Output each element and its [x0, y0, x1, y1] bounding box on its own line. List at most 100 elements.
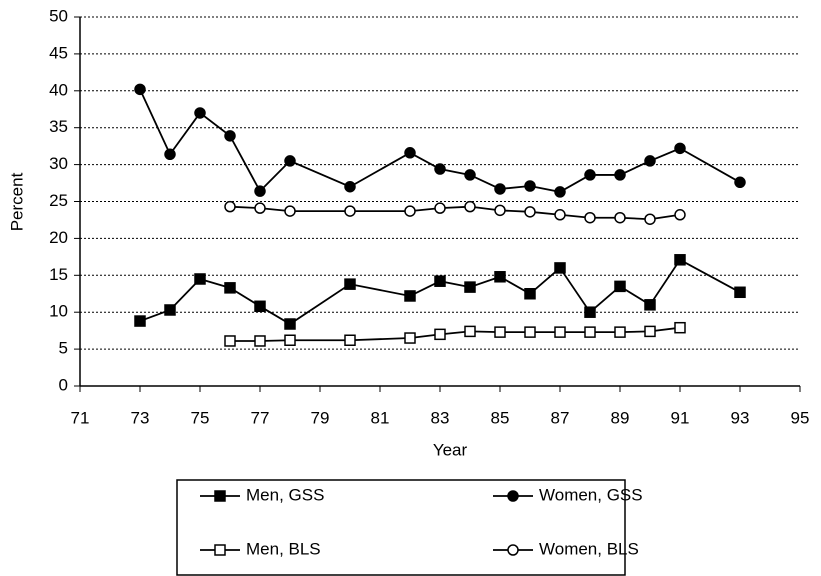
x-tick-label: 79	[311, 408, 330, 427]
data-point	[524, 206, 536, 218]
data-point	[494, 326, 506, 338]
data-point	[254, 300, 266, 313]
legend-label: Women, GSS	[539, 485, 643, 504]
data-point	[464, 169, 476, 181]
data-point	[434, 163, 446, 175]
y-tick-label: 35	[49, 117, 68, 136]
data-point	[584, 326, 596, 338]
x-tick-label: 81	[371, 408, 390, 427]
x-tick-label: 83	[431, 408, 450, 427]
data-point	[194, 107, 206, 119]
data-point	[614, 169, 626, 181]
data-point	[344, 205, 356, 217]
x-tick-label: 87	[551, 408, 570, 427]
x-tick-label: 95	[791, 408, 810, 427]
legend-marker	[214, 490, 226, 502]
data-point	[224, 335, 236, 347]
data-point	[254, 335, 266, 347]
data-point	[284, 205, 296, 217]
data-point	[434, 328, 446, 341]
data-point	[644, 325, 656, 338]
x-tick-label: 91	[671, 408, 690, 427]
data-point	[734, 176, 746, 189]
data-point	[464, 281, 476, 293]
data-point	[614, 280, 626, 293]
series-line	[230, 326, 681, 342]
data-point	[464, 325, 476, 338]
data-point	[284, 334, 296, 346]
data-point	[494, 183, 506, 195]
data-point	[344, 180, 356, 193]
y-tick-label: 50	[49, 6, 68, 25]
legend-label: Men, BLS	[246, 539, 321, 558]
y-axis-label: Percent	[7, 172, 26, 231]
x-tick-label: 93	[731, 408, 750, 427]
data-point	[524, 180, 536, 192]
data-point	[404, 205, 416, 217]
x-tick-label: 75	[191, 408, 210, 427]
data-point	[734, 286, 746, 299]
legend-marker	[214, 544, 226, 556]
data-point	[404, 290, 416, 302]
data-point	[164, 304, 176, 316]
data-point	[674, 209, 686, 221]
y-tick-label: 40	[49, 80, 68, 99]
y-tick-label: 10	[49, 302, 68, 321]
data-point	[404, 147, 416, 159]
y-tick-label: 15	[49, 265, 68, 284]
data-point	[164, 148, 176, 161]
data-point	[494, 204, 506, 217]
data-point	[674, 254, 686, 266]
y-tick-label: 45	[49, 43, 68, 62]
x-tick-label: 77	[251, 408, 270, 427]
data-point	[134, 83, 146, 96]
data-point	[554, 209, 566, 221]
data-point	[224, 282, 236, 294]
data-point	[674, 142, 686, 155]
data-point	[284, 155, 296, 167]
data-point	[524, 326, 536, 338]
y-tick-label: 30	[49, 154, 68, 173]
x-tick-label: 89	[611, 408, 630, 427]
legend-marker	[507, 544, 519, 556]
data-point	[584, 306, 596, 318]
data-point	[554, 326, 566, 338]
legend-marker	[507, 490, 519, 502]
data-point	[494, 271, 506, 283]
y-tick-label: 0	[59, 375, 68, 394]
data-point	[554, 262, 566, 274]
data-point	[584, 211, 596, 224]
data-point	[434, 202, 446, 214]
data-point	[644, 299, 656, 311]
x-tick-label: 85	[491, 408, 510, 427]
data-point	[284, 318, 296, 330]
data-point	[134, 315, 146, 327]
data-point	[464, 200, 476, 213]
data-point	[614, 326, 626, 338]
data-point	[254, 202, 266, 214]
y-tick-label: 5	[59, 339, 68, 358]
data-point	[554, 186, 566, 198]
data-point	[404, 332, 416, 344]
data-point	[674, 321, 686, 334]
data-point	[584, 169, 596, 181]
legend-label: Women, BLS	[539, 539, 639, 558]
data-point	[254, 185, 266, 197]
data-point	[344, 278, 356, 290]
data-point	[344, 334, 356, 346]
data-point	[614, 211, 626, 224]
x-tick-label: 71	[71, 408, 90, 427]
data-point	[224, 130, 236, 142]
legend-label: Men, GSS	[246, 485, 324, 504]
series-line	[229, 205, 681, 221]
y-tick-label: 25	[49, 191, 68, 210]
x-axis-label: Year	[433, 440, 468, 459]
x-tick-label: 73	[131, 408, 150, 427]
data-point	[194, 273, 206, 285]
data-point	[644, 213, 656, 225]
legend-box	[176, 479, 626, 576]
data-point	[434, 275, 446, 287]
y-tick-label: 20	[49, 228, 68, 247]
data-point	[644, 155, 656, 167]
